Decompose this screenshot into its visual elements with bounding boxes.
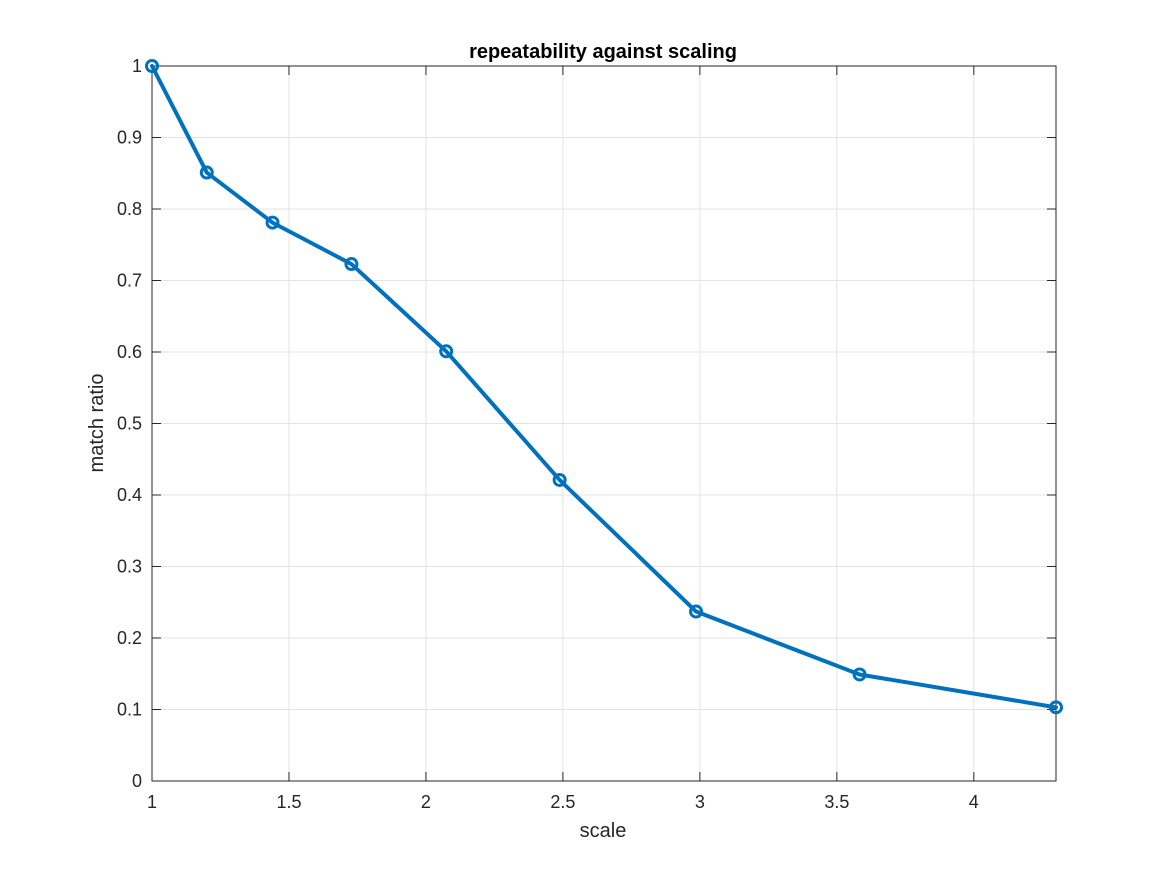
y-tick-label: 0.9	[117, 128, 142, 148]
data-point	[689, 604, 704, 619]
y-tick-label: 0.6	[117, 342, 142, 362]
chart-title: repeatability against scaling	[469, 41, 737, 63]
series-line	[150, 64, 1058, 710]
series	[145, 59, 1063, 715]
x-tick-label: 2.5	[550, 792, 575, 812]
data-point	[145, 59, 159, 73]
data-point	[439, 344, 454, 359]
y-tick-label: 0	[132, 771, 142, 791]
y-tick-label: 0.3	[117, 557, 142, 577]
y-axis-label: match ratio	[86, 374, 108, 473]
x-tick-label: 3.5	[824, 792, 849, 812]
y-tick-label: 0.4	[117, 485, 142, 505]
x-tick-label: 1	[147, 792, 157, 812]
y-tick-label: 0.5	[117, 414, 142, 434]
data-point	[199, 165, 214, 180]
axes: 1 1.5 2 2.5 3 3.5 4 0 0.1 0.2 0.3 0.4 0.5 0.6 0.7 0.8 0.…	[117, 56, 1057, 812]
data-point	[344, 257, 359, 272]
x-tick-label: 1.5	[276, 792, 301, 812]
data-point	[1049, 700, 1063, 715]
data-point	[552, 472, 567, 487]
y-tick-label: 0.7	[117, 271, 142, 291]
y-tick-label: 0.1	[117, 700, 142, 720]
y-tick-label: 1	[132, 56, 142, 76]
y-tick-label: 0.2	[117, 628, 142, 648]
x-axis-label: scale	[580, 820, 627, 842]
x-tick-label: 3	[695, 792, 705, 812]
grid	[151, 65, 1056, 782]
data-point	[852, 667, 867, 682]
x-tick-label: 4	[969, 792, 979, 812]
x-tick-label: 2	[421, 792, 431, 812]
labels: repeatability against scaling scale matc…	[86, 41, 737, 842]
data-point	[265, 215, 280, 230]
y-tick-label: 0.8	[117, 199, 142, 219]
